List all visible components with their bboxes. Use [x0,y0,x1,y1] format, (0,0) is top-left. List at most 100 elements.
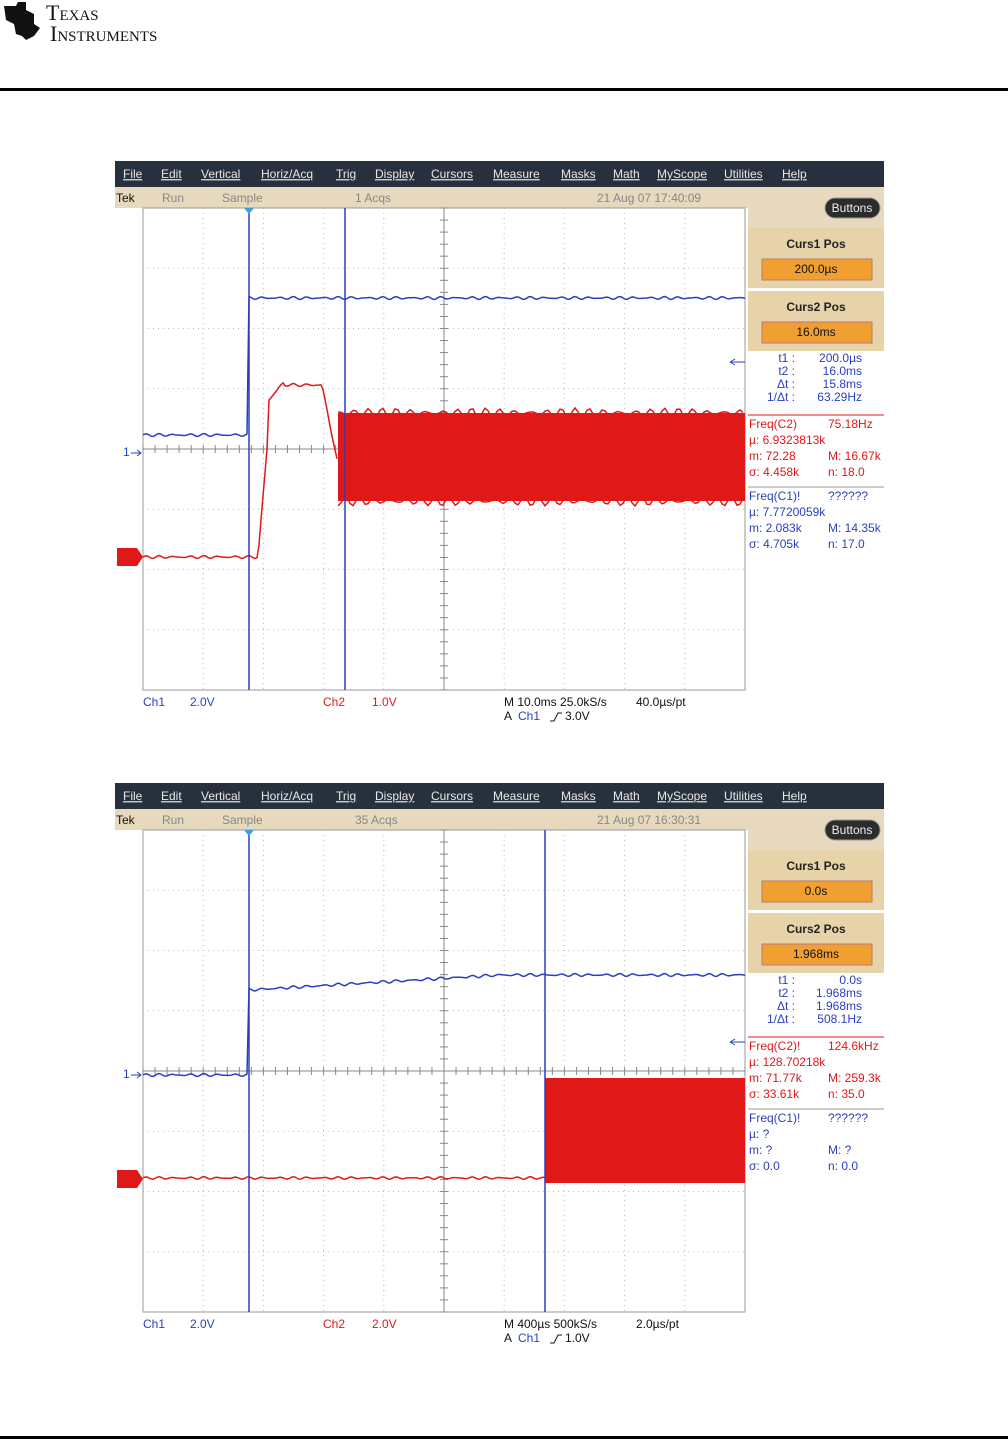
meas2-text: σ: 0.0 [749,1159,780,1173]
readout-label: t1 : [778,973,795,987]
curs2-value-box[interactable] [761,943,873,966]
menu-item[interactable]: Horiz/Acq [261,789,313,803]
meas1-text: µ: 6.9323813k [749,433,826,447]
curs2-value[interactable]: 1.968ms [793,947,839,961]
status-bar [115,809,748,830]
menu-item[interactable]: Display [375,789,414,803]
menu-item[interactable]: Masks [561,789,596,803]
meas2-text: µ: ? [749,1127,770,1141]
menu-item[interactable]: Horiz/Acq [261,167,313,181]
meas1-text: 124.6kHz [828,1039,879,1053]
ch2-burst [545,1078,745,1183]
status-state: Run [162,813,184,827]
bottom-ch1-scale: 2.0V [190,695,215,709]
menu-item[interactable]: Cursors [431,789,473,803]
buttons-pill[interactable] [824,819,881,841]
buttons-pill[interactable] [824,197,881,219]
trigger-level-arrow [729,358,745,366]
curs1-value[interactable]: 0.0s [805,884,828,898]
bottom-ch1: Ch1 [143,695,165,709]
readout-value: 1.968ms [816,986,862,1000]
bottom-timebase: M 400µs 500kS/s [504,1317,597,1331]
meas1-text: Freq(C2) [749,417,797,431]
menu-item[interactable]: Vertical [201,167,240,181]
curs2-value[interactable]: 16.0ms [796,325,835,339]
meas1-text: σ: 4.458k [749,465,800,479]
curs1-value-box[interactable] [761,880,873,903]
ch2-burst-edge [337,406,744,420]
menu-item[interactable]: Math [613,789,640,803]
readout-label: 1/Δt : [767,390,795,404]
logo-mark [4,2,40,40]
trigger-position [244,830,254,836]
curs1-value[interactable]: 200.0µs [795,262,838,276]
bottom-trig-a: A [504,709,512,723]
curs1-value-box[interactable] [761,258,873,281]
menu-item[interactable]: Edit [161,789,182,803]
menu-item[interactable]: MyScope [657,167,707,181]
status-acqs: 35 Acqs [355,813,398,827]
meas1-text: n: 18.0 [828,465,865,479]
status-brand: Tek [116,191,136,205]
menu-item[interactable]: Edit [161,167,182,181]
bottom-ch2-scale: 2.0V [372,1317,397,1331]
ch2-marker [117,1170,143,1188]
menu-item[interactable]: Display [375,167,414,181]
menu-item[interactable]: Help [782,167,807,181]
meas1-text: m: 71.77k [749,1071,803,1085]
status-acqs: 1 Acqs [355,191,391,205]
bottom-trig-ch: Ch1 [518,709,540,723]
ch1-trace [142,295,746,438]
meas2-text: Freq(C1)! [749,489,800,503]
readout-value: 16.0ms [823,364,862,378]
trigger-slope [550,712,562,722]
menu-item[interactable]: Trig [336,789,356,803]
status-mode: Sample [222,813,263,827]
meas1-text: σ: 33.61k [749,1087,800,1101]
readout-label: Δt : [777,377,795,391]
bottom-rate: 2.0µs/pt [636,1317,680,1331]
meas1-text: M: 259.3k [828,1071,882,1085]
readout-label: t2 : [778,364,795,378]
readout-value: 508.1Hz [817,1012,862,1026]
logo-line2: Instruments [50,21,157,46]
curs2-value-box[interactable] [761,321,873,344]
menu-item[interactable]: File [123,167,143,181]
readout-value: 15.8ms [823,377,862,391]
meas1-text: M: 16.67k [828,449,882,463]
readout-label: Δt : [777,999,795,1013]
menu-item[interactable]: MyScope [657,789,707,803]
bottom-rate: 40.0µs/pt [636,695,686,709]
menu-item[interactable]: Utilities [724,789,763,803]
meas2-text: ?????? [828,489,868,503]
buttons-label[interactable]: Buttons [832,823,873,837]
menu-item[interactable]: Help [782,789,807,803]
meas2-text: σ: 4.705k [749,537,800,551]
status-brand: Tek [116,813,136,827]
menu-item[interactable]: Trig [336,167,356,181]
menu-item[interactable]: Vertical [201,789,240,803]
bottom-trig-ch: Ch1 [518,1331,540,1345]
menu-item[interactable]: Measure [493,167,540,181]
menu-item[interactable]: Measure [493,789,540,803]
status-datetime: 21 Aug 07 17:40:09 [597,191,701,205]
curs2-label: Curs2 Pos [786,300,846,314]
status-datetime: 21 Aug 07 16:30:31 [597,813,701,827]
meas1-text: n: 35.0 [828,1087,865,1101]
menu-item[interactable]: Utilities [724,167,763,181]
readout-value: 0.0s [839,973,862,987]
status-bar [115,187,748,208]
menu-item[interactable]: File [123,789,143,803]
bottom-trig-level: 3.0V [565,709,590,723]
header-rule [0,88,1008,91]
curs1-label: Curs1 Pos [786,237,846,251]
ch2-marker [117,548,143,566]
menu-item[interactable]: Masks [561,167,596,181]
menu-item[interactable]: Cursors [431,167,473,181]
menu-bar [115,161,884,187]
menu-bar [115,783,884,809]
meas2-text: m: ? [749,1143,773,1157]
buttons-label[interactable]: Buttons [832,201,873,215]
meas2-text: m: 2.083k [749,521,803,535]
menu-item[interactable]: Math [613,167,640,181]
